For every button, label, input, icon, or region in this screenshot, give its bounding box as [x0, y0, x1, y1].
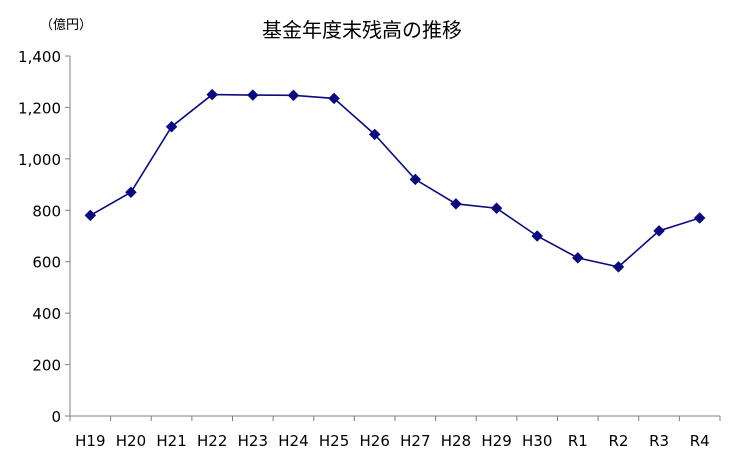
data-point-marker [653, 225, 665, 237]
y-tick-label: 800 [32, 202, 61, 220]
data-point-marker [612, 261, 625, 273]
y-axis-unit-label: （億円） [40, 17, 92, 33]
axes [69, 56, 720, 417]
y-tick-label: 1,200 [18, 99, 61, 117]
x-tick-label: R2 [608, 432, 628, 450]
x-tick-label: H25 [319, 432, 349, 450]
data-point-marker [287, 89, 300, 102]
data-point-marker [206, 88, 219, 101]
chart-title: 基金年度末残高の推移 [262, 18, 462, 42]
data-point-marker [246, 89, 259, 101]
data-point-marker [165, 120, 178, 133]
x-tick-label: H29 [481, 432, 511, 450]
x-tick-label: H27 [400, 432, 430, 450]
x-tick-label: H28 [441, 432, 471, 450]
y-axis-ticks: 0 200 400 600 800 1,000 1,200 1,400 [18, 48, 70, 426]
x-tick-label: R1 [568, 432, 588, 450]
x-tick-label: H20 [116, 432, 146, 450]
data-point-marker [409, 173, 422, 186]
y-tick-label: 0 [51, 408, 61, 426]
y-tick-label: 400 [32, 305, 61, 323]
x-tick-label: H21 [156, 432, 186, 450]
data-point-marker [490, 202, 503, 215]
x-tick-label: H26 [360, 432, 390, 450]
x-tick-label: H30 [522, 432, 552, 450]
data-point-marker [450, 198, 462, 210]
x-tick-label: H22 [197, 432, 227, 450]
x-tick-label: H23 [238, 432, 268, 450]
data-point-marker [693, 212, 706, 224]
y-tick-label: 600 [32, 254, 61, 272]
data-point-marker [125, 186, 137, 199]
series-line [84, 88, 706, 273]
x-tick-label: H24 [278, 432, 308, 450]
y-tick-label: 200 [32, 357, 61, 375]
x-tick-label: H19 [75, 432, 105, 450]
y-tick-label: 1,000 [18, 151, 61, 169]
y-tick-label: 1,400 [18, 48, 61, 66]
x-tick-label: R4 [690, 432, 710, 450]
series-polyline [89, 93, 700, 268]
x-axis-ticks: H19 H20 H21 H22 H23 H24 H25 H26 H27 H28 H29 H30 R1 R2… [69, 416, 721, 450]
data-point-marker [571, 252, 584, 264]
data-point-marker [328, 92, 340, 105]
data-point-marker [531, 230, 544, 242]
data-point-marker [84, 209, 97, 222]
data-point-marker [368, 128, 381, 141]
x-tick-label: R3 [649, 432, 669, 450]
